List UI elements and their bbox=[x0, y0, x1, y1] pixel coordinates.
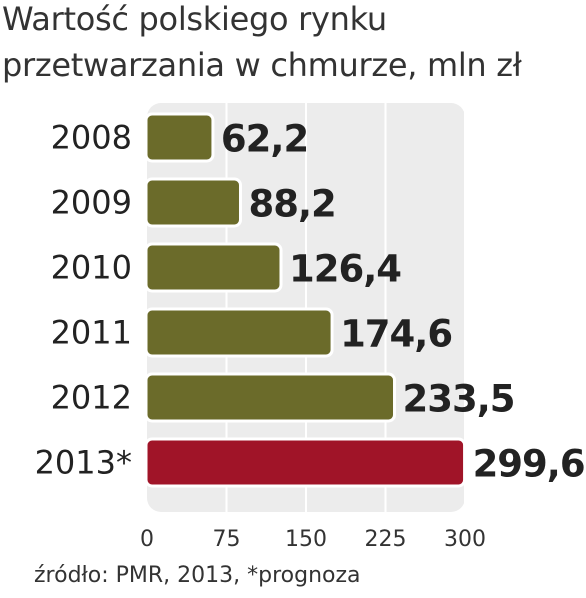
category-label: 2008 bbox=[51, 119, 132, 157]
category-label: 2009 bbox=[51, 184, 132, 222]
source-note: źródło: PMR, 2013, *prognoza bbox=[34, 563, 361, 588]
x-tick-label: 150 bbox=[285, 527, 327, 552]
chart-title-line-2: przetwarzania w chmurze, mln zł bbox=[2, 46, 522, 84]
bar bbox=[144, 372, 397, 423]
chart-title-line-1: Wartość polskiego rynku bbox=[2, 0, 387, 38]
value-label: 174,6 bbox=[340, 313, 452, 356]
bar bbox=[144, 112, 215, 163]
category-label: 2011 bbox=[51, 314, 132, 352]
bar bbox=[144, 242, 283, 293]
value-label: 62,2 bbox=[221, 118, 308, 161]
bar bbox=[144, 177, 242, 228]
x-tick-label: 75 bbox=[213, 527, 241, 552]
value-label: 88,2 bbox=[248, 183, 335, 226]
bar bbox=[144, 437, 467, 488]
value-label: 233,5 bbox=[403, 378, 515, 421]
category-label: 2012 bbox=[51, 379, 132, 417]
value-label: 126,4 bbox=[289, 248, 401, 291]
x-tick-label: 0 bbox=[140, 527, 154, 552]
value-label: 299,6 bbox=[473, 443, 585, 486]
category-label: 2013* bbox=[35, 444, 132, 482]
category-label: 2010 bbox=[51, 249, 132, 287]
x-tick-label: 225 bbox=[365, 527, 407, 552]
x-tick-label: 300 bbox=[444, 527, 486, 552]
bar bbox=[144, 307, 334, 358]
